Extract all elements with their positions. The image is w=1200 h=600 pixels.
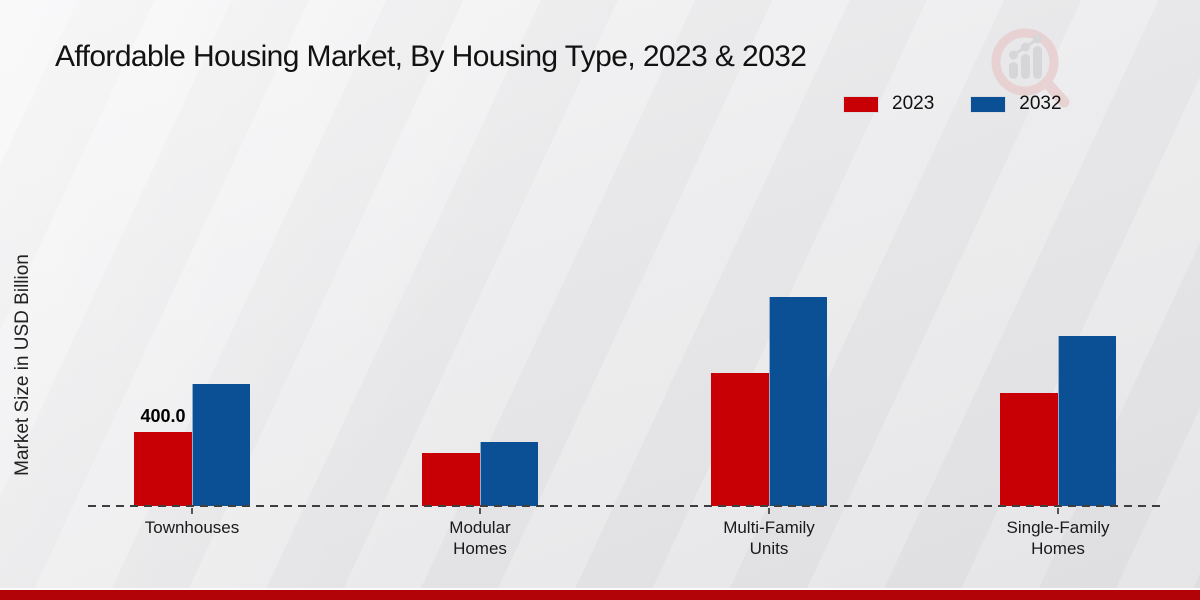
category-label-multi-family-units: Multi-Family Units [723,518,815,558]
bar-2032-modular-homes [480,442,538,506]
footer-accent-bar [0,588,1200,600]
x-axis-tick-modular-homes [479,508,481,514]
chart-plot-area: Townhouses 400.0 Modular Homes Multi-Family U… [88,0,1163,558]
x-axis-tick-multi-family-units [768,508,770,514]
legend: 2023 2032 [843,93,1062,115]
bar-2023-modular-homes [422,453,480,506]
x-axis-tick-single-family-homes [1057,508,1059,514]
category-label-townhouses: Townhouses [144,518,240,537]
magnifier-bar-chart-logo-icon [991,28,1070,108]
bar-2023-townhouses [134,432,192,506]
legend-label-2032: 2032 [1019,93,1062,114]
legend-item-2032: 2032 [970,93,1062,115]
bar-2032-multi-family-units [769,297,827,506]
x-axis-tick-townhouses [191,508,193,514]
legend-label-2023: 2023 [892,93,935,114]
legend-item-2023: 2023 [843,93,934,115]
bar-2032-townhouses [192,384,250,506]
legend-swatch-2023 [843,95,879,113]
legend-swatch-2032 [970,95,1007,113]
page-title: Affordable Housing Market, By Housing Ty… [55,40,807,73]
bar-2023-single-family-homes [1000,393,1058,506]
category-label-modular-homes: Modular Homes [449,518,511,558]
y-axis-label: Market Size in USD Billion [12,254,33,476]
bar-2032-single-family-homes [1058,336,1116,506]
bar-value-label-townhouses-2023: 400.0 [140,406,186,426]
category-label-single-family-homes: Single-Family Homes [1006,518,1110,558]
bar-2023-multi-family-units [711,373,769,506]
